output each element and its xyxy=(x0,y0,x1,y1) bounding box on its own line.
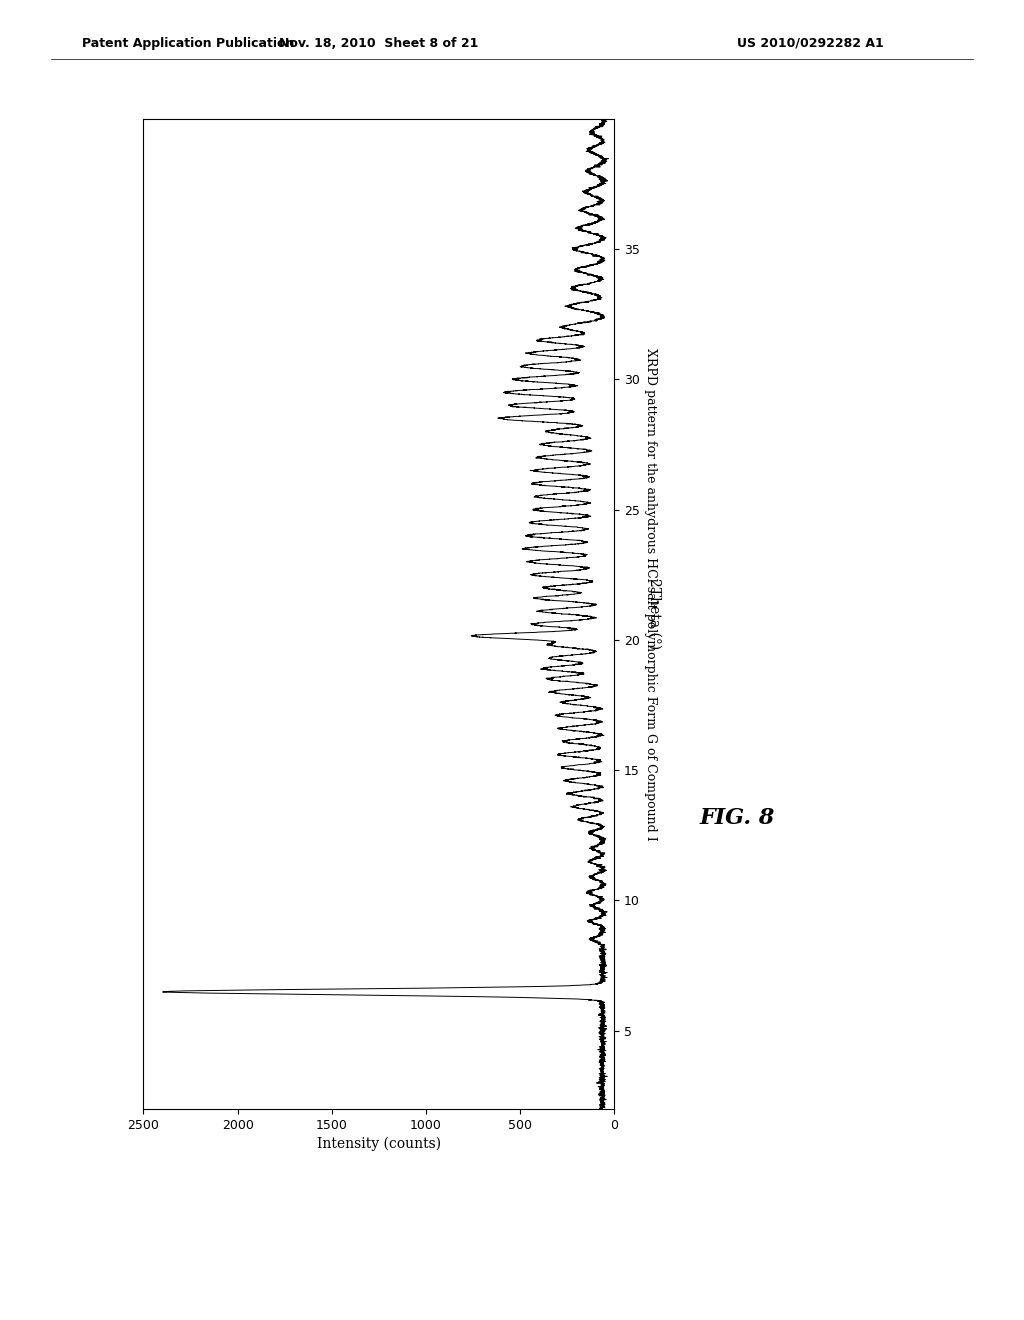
Text: FIG. 8: FIG. 8 xyxy=(699,808,775,829)
Text: Patent Application Publication: Patent Application Publication xyxy=(82,37,294,50)
Text: Nov. 18, 2010  Sheet 8 of 21: Nov. 18, 2010 Sheet 8 of 21 xyxy=(280,37,478,50)
Y-axis label: 2Theta (°): 2Theta (°) xyxy=(647,578,660,649)
X-axis label: Intensity (counts): Intensity (counts) xyxy=(316,1137,441,1151)
Text: US 2010/0292282 A1: US 2010/0292282 A1 xyxy=(737,37,884,50)
Text: XRPD pattern for the anhydrous HCl salt polymorphic Form G of Compound I: XRPD pattern for the anhydrous HCl salt … xyxy=(644,347,656,841)
